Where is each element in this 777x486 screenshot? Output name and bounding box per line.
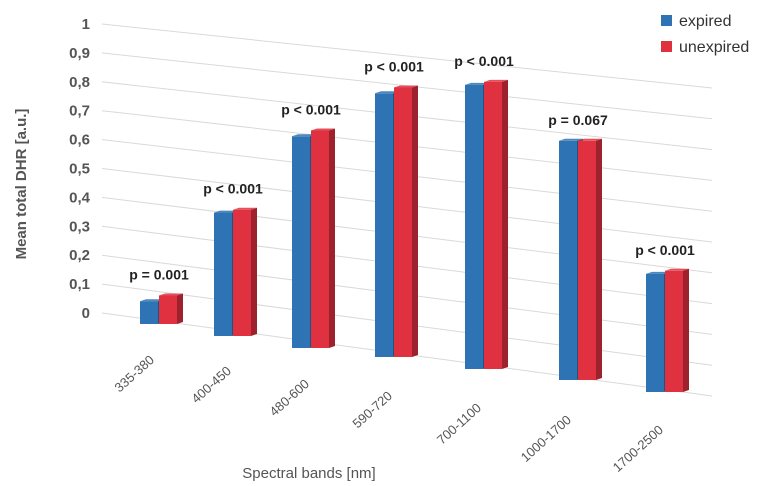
x-category-label: 480-600 [267, 376, 312, 419]
bar-expired-480-600 [292, 136, 310, 348]
bar-top-expired-700-1100 [465, 82, 489, 85]
p-value-label: p < 0.001 [281, 102, 341, 118]
bar-side-unexpired-1000-1700 [596, 138, 602, 380]
bar-top-expired-335-380 [140, 299, 164, 302]
bar-unexpired-335-380 [159, 295, 177, 324]
p-value-label: p < 0.001 [454, 53, 514, 69]
bar-top-unexpired-400-450 [233, 207, 257, 210]
bar-unexpired-700-1100 [484, 81, 502, 369]
x-category-label: 700-1100 [434, 400, 484, 447]
bar-top-expired-590-720 [375, 91, 399, 94]
y-tick-label: 0,3 [69, 218, 90, 235]
bar-top-expired-1000-1700 [559, 138, 583, 141]
grid-line [101, 23, 713, 89]
p-value-label: p = 0.001 [129, 267, 189, 283]
y-tick-label: 0,1 [69, 276, 90, 293]
y-axis-title: Mean total DHR [a.u.] [13, 109, 30, 260]
bar-unexpired-590-720 [394, 87, 412, 357]
y-tick-label: 0,2 [69, 247, 90, 264]
bar-expired-1000-1700 [559, 140, 577, 380]
bar-top-expired-1700-2500 [646, 271, 670, 274]
bar-unexpired-1000-1700 [578, 140, 596, 380]
bar-top-expired-400-450 [214, 210, 238, 213]
bar-side-unexpired-335-380 [177, 293, 183, 324]
y-tick-label: 1 [82, 16, 90, 33]
bar-top-unexpired-335-380 [159, 293, 183, 296]
bar-side-unexpired-480-600 [329, 128, 335, 348]
legend-label-expired: expired [679, 13, 731, 30]
x-category-label: 1000-1700 [518, 412, 574, 465]
y-tick-label: 0,8 [69, 74, 90, 91]
bars [140, 79, 689, 392]
bar-side-unexpired-590-720 [412, 85, 418, 357]
bar-unexpired-1700-2500 [665, 270, 683, 392]
bar-expired-400-450 [214, 212, 232, 336]
y-axis-ticks: 0 0,1 0,2 0,3 0,4 0,5 0,6 0,7 0,8 0,9 1 [69, 16, 91, 322]
p-value-label: p < 0.001 [635, 242, 695, 258]
bar-expired-1700-2500 [646, 273, 664, 392]
y-tick-label: 0,6 [69, 132, 90, 149]
x-category-label: 335-380 [112, 352, 157, 395]
p-value-label: p < 0.001 [364, 58, 424, 74]
y-tick-label: 0,7 [69, 103, 90, 120]
bar-unexpired-480-600 [311, 130, 329, 348]
y-tick-label: 0,5 [69, 161, 90, 178]
bar-unexpired-400-450 [233, 209, 251, 336]
y-tick-label: 0,9 [69, 45, 90, 62]
bar-expired-335-380 [140, 301, 158, 324]
legend-swatch-expired [661, 15, 672, 26]
bar-top-unexpired-1700-2500 [665, 268, 689, 271]
x-category-label: 400-450 [189, 363, 234, 406]
x-category-label: 1700-2500 [610, 422, 666, 475]
legend-swatch-unexpired [661, 41, 672, 52]
bar-top-unexpired-480-600 [311, 128, 335, 131]
x-category-label: 590-720 [350, 388, 395, 431]
bar-side-unexpired-1700-2500 [683, 268, 689, 392]
bar-top-unexpired-1000-1700 [578, 138, 602, 141]
p-value-label: p < 0.001 [203, 181, 263, 197]
p-value-labels: p = 0.001 p < 0.001 p < 0.001 p < 0.001 p < … [129, 53, 695, 283]
p-value-label: p = 0.067 [548, 112, 608, 128]
legend-label-unexpired: unexpired [679, 39, 749, 56]
bar-top-unexpired-590-720 [394, 85, 418, 88]
bar-top-unexpired-700-1100 [484, 79, 508, 82]
bar-side-unexpired-700-1100 [502, 79, 508, 369]
bar-expired-700-1100 [465, 84, 483, 369]
bar-expired-590-720 [375, 93, 393, 358]
y-tick-label: 0,4 [69, 189, 91, 206]
bar-top-expired-480-600 [292, 134, 316, 137]
legend: expired unexpired [661, 13, 749, 56]
x-axis-title: Spectral bands [nm] [242, 465, 375, 482]
y-tick-label: 0 [82, 305, 90, 322]
bar-side-unexpired-400-450 [251, 207, 257, 336]
